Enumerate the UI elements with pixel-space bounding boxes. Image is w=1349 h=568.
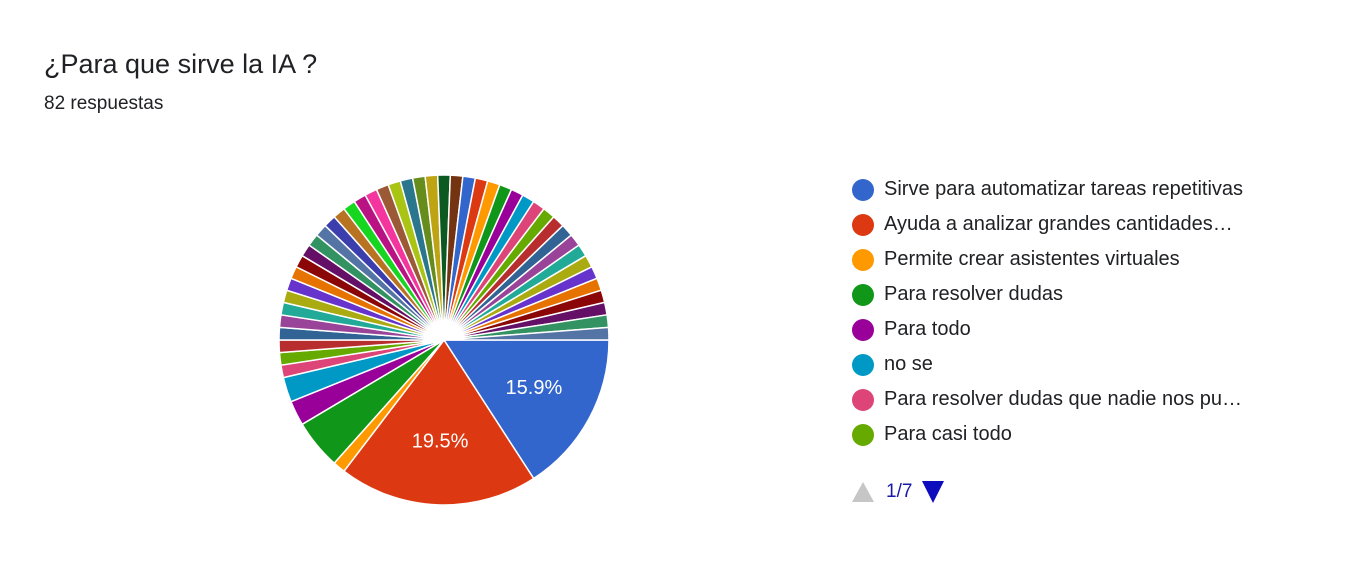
chart-title: ¿Para que sirve la IA ?: [44, 49, 318, 79]
pie-slice-1[interactable]: [442, 339, 610, 480]
slice-percent-label: 19.5%: [412, 430, 469, 452]
legend-color-swatch: [852, 213, 874, 236]
legend-item[interactable]: no se: [852, 347, 1292, 382]
legend-item[interactable]: Para resolver dudas: [852, 277, 1292, 312]
response-count: 82 respuestas: [44, 93, 164, 114]
legend-item[interactable]: Sirve para automatizar tareas repetitiva…: [852, 172, 1292, 207]
legend-label: Para casi todo: [884, 423, 1012, 445]
legend-color-swatch: [852, 353, 874, 376]
legend-color-swatch: [852, 283, 874, 306]
legend-label: Ayuda a analizar grandes cantidades…: [884, 213, 1233, 235]
slice-percent-label: 15.9%: [506, 377, 563, 399]
legend-color-swatch: [852, 318, 874, 341]
pie-labels: 15.9% 19.5%: [412, 377, 563, 452]
legend-pager: 1/7: [852, 481, 945, 503]
legend-item[interactable]: Permite crear asistentes virtuales: [852, 242, 1292, 277]
legend-label: no se: [884, 353, 933, 375]
legend-label: Permite crear asistentes virtuales: [884, 248, 1180, 270]
legend-item[interactable]: Ayuda a analizar grandes cantidades…: [852, 207, 1292, 242]
legend-label: Para todo: [884, 318, 971, 340]
legend-color-swatch: [852, 178, 874, 201]
legend-color-swatch: [852, 248, 874, 271]
page-indicator: 1/7: [886, 481, 913, 502]
triangle-down-icon[interactable]: [922, 481, 945, 503]
triangle-up-icon[interactable]: [852, 482, 874, 502]
legend-item[interactable]: Para casi todo: [852, 417, 1292, 452]
pie-slice-50[interactable]: [443, 326, 610, 341]
pie-slices: [278, 174, 610, 506]
legend-label: Para resolver dudas que nadie nos pu…: [884, 388, 1243, 410]
pie-slice-2[interactable]: [342, 338, 535, 506]
legend-label: Sirve para automatizar tareas repetitiva…: [884, 178, 1244, 200]
legend-color-swatch: [852, 388, 874, 411]
legend-label: Para resolver dudas: [884, 283, 1063, 305]
legend-color-swatch: [852, 423, 874, 446]
legend: Sirve para automatizar tareas repetitiva…: [852, 172, 1292, 452]
legend-item[interactable]: Para resolver dudas que nadie nos pu…: [852, 382, 1292, 417]
legend-item[interactable]: Para todo: [852, 312, 1292, 347]
